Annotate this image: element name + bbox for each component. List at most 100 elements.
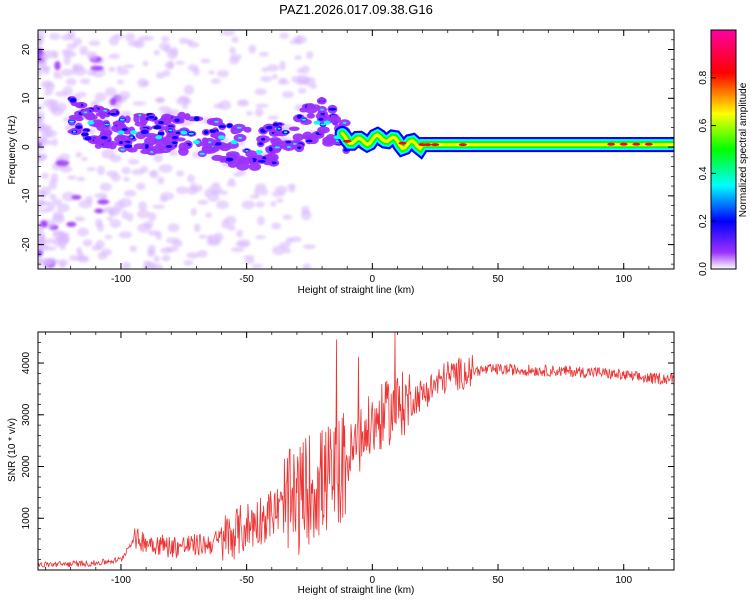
spectrogram-cell <box>140 149 151 155</box>
spectrogram-cell <box>81 156 88 162</box>
spectrogram-cell <box>148 230 160 236</box>
spectrogram-cell <box>96 123 106 132</box>
spectrogram-cell <box>38 30 46 35</box>
spectrogram-cell <box>258 51 269 57</box>
snr-panel: -100 -50 0 50 100 1000 2000 3000 4000 Height of… <box>7 331 675 596</box>
spectrogram-cell <box>297 146 302 150</box>
spectrogram-cell <box>78 199 93 209</box>
spectrogram-y-tick-label: 20 <box>21 44 32 56</box>
spectrogram-cell <box>84 136 92 141</box>
spectrogram-cell <box>104 87 117 97</box>
spectrogram-y-tick-label: 10 <box>21 92 32 104</box>
spectrogram-cell <box>100 248 112 257</box>
spectrogram-cell <box>155 135 163 140</box>
spectrogram-cell <box>140 129 149 135</box>
spectrogram-cell <box>160 36 170 42</box>
spectrogram-cell <box>180 130 188 135</box>
spectrogram-cell <box>168 129 173 132</box>
spectrogram-cell <box>193 116 200 122</box>
spectrogram-cell <box>175 60 185 65</box>
spectrogram-cell <box>48 193 57 201</box>
spectrogram-cell <box>218 156 227 163</box>
spectrogram-cell <box>241 200 255 210</box>
spectrogram-cell <box>127 158 140 165</box>
spectrogram-cell <box>54 60 61 71</box>
spectrogram-cell <box>82 239 93 247</box>
spectrogram-cell <box>153 125 162 130</box>
spectrogram-cell <box>267 115 279 120</box>
spectrogram-cell <box>38 146 45 151</box>
spectrogram-cell <box>169 151 178 156</box>
snr-x-tick-label: 0 <box>370 575 376 586</box>
spectrogram-cell <box>65 78 77 86</box>
spectrogram-cell <box>277 79 290 85</box>
spectrogram-cell <box>192 140 200 145</box>
spectrogram-cell <box>122 176 130 182</box>
spectrogram-cell <box>190 182 197 192</box>
spectrogram-cell <box>304 106 318 114</box>
spectrogram-heat <box>38 30 674 269</box>
spectrogram-cell <box>153 153 164 163</box>
spectrogram-cell <box>100 129 113 137</box>
spectrogram-cell <box>108 36 120 46</box>
colorbar-gradient <box>710 29 737 270</box>
spectrogram-cell <box>52 210 64 221</box>
spectrogram-cell <box>38 237 47 247</box>
spectrogram-cell <box>68 120 75 123</box>
snr-x-tick-label: -50 <box>239 575 254 586</box>
spectrogram-cell <box>255 107 264 118</box>
spectrogram-cell <box>245 110 254 116</box>
spectrogram-cell <box>231 36 239 43</box>
spectrogram-cell <box>86 51 94 60</box>
spectrogram-cell <box>274 146 281 149</box>
spectrogram-x-tick-label: 50 <box>492 274 504 285</box>
spectrogram-cell <box>197 199 209 205</box>
spectrogram-cell <box>200 58 211 64</box>
spectrogram-cell <box>130 130 138 135</box>
spectrogram-cell <box>154 263 163 269</box>
spectrogram-cell <box>75 151 82 158</box>
spectrogram-cell <box>172 240 183 248</box>
spectrogram-cell <box>242 255 255 260</box>
spectrogram-y-ticks: -20 -10 0 10 20 <box>21 29 674 265</box>
spectrogram-cell <box>309 84 318 89</box>
spectrogram-cell <box>186 252 200 259</box>
spectrogram-cell <box>248 162 262 171</box>
spectrogram-cell <box>136 209 151 219</box>
spectrogram-cell <box>121 261 131 269</box>
spectrogram-cell <box>207 192 220 202</box>
spectrogram-cell <box>260 75 272 82</box>
spectrogram-cell <box>226 181 237 187</box>
spectrogram-cell <box>176 186 189 194</box>
spectrogram-cell <box>67 175 77 180</box>
spectrogram-cell <box>230 140 238 145</box>
spectrogram-cell <box>109 113 117 116</box>
spectrogram-cell <box>333 135 341 140</box>
spectrogram-cell <box>154 97 166 103</box>
spectrogram-cell <box>157 176 165 185</box>
spectrogram-cell <box>292 133 305 142</box>
spectrogram-cell <box>56 102 68 112</box>
spectrogram-cell <box>302 244 316 250</box>
spectrogram-cell <box>297 87 307 94</box>
spectrogram-cell <box>62 191 76 202</box>
spectrogram-cell <box>320 123 326 126</box>
spectrogram-cell <box>114 200 125 211</box>
spectrogram-cell <box>294 55 303 60</box>
spectrogram-cell <box>94 143 103 149</box>
spectrogram-cell <box>164 61 175 69</box>
spectrogram-cell <box>301 118 307 121</box>
spectrogram-cell <box>270 201 277 207</box>
spectrogram-cell <box>94 208 104 214</box>
spectrogram-cell <box>148 115 155 119</box>
spectrogram-cell <box>177 111 187 120</box>
spectrogram-cell <box>248 44 257 54</box>
spectrogram-cell <box>230 247 245 253</box>
spectrogram-cell <box>214 120 219 123</box>
spectrogram-cell <box>116 79 125 85</box>
spectrogram-cell <box>114 95 127 103</box>
spectrogram-cell <box>153 49 160 56</box>
spectrogram-cell <box>289 39 300 45</box>
